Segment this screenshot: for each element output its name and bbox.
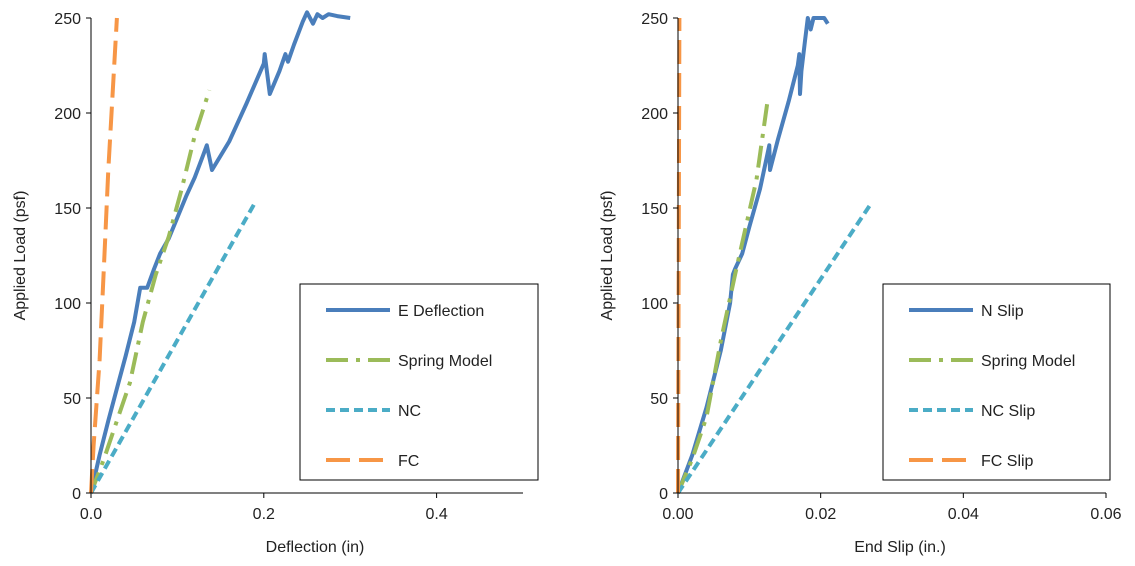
end-slip-chart: 0 50 100 150 200 250 0.00 0.02 0.04 0.06 Applied… xyxy=(599,11,1122,556)
x-tick-label: 0.02 xyxy=(805,506,836,523)
y-tick-label: 0 xyxy=(72,486,81,503)
series-line-spring-model xyxy=(676,103,770,494)
legend-label-nc-slip: NC Slip xyxy=(981,403,1035,420)
series-line-spring-model xyxy=(89,89,212,494)
legend-box xyxy=(299,283,539,481)
y-tick-label: 250 xyxy=(641,11,668,28)
series-line-fc xyxy=(89,17,119,494)
x-tick-label: 0.2 xyxy=(253,506,275,523)
y-tick-label: 50 xyxy=(63,391,81,408)
x-tick-label: 0.0 xyxy=(80,506,102,523)
series-layer xyxy=(676,16,873,495)
legend: E Deflection Spring Model NC FC xyxy=(299,283,539,481)
legend-label-nc: NC xyxy=(398,403,421,420)
y-tick-label: 150 xyxy=(641,201,668,218)
legend-label-spring-model: Spring Model xyxy=(398,353,492,370)
y-tick-label: 150 xyxy=(54,201,81,218)
series-line-n-slip xyxy=(676,16,830,494)
series-line-nc xyxy=(89,201,257,494)
y-axis-label: Applied Load (psf) xyxy=(12,191,29,321)
x-axis-label: Deflection (in) xyxy=(266,539,365,556)
legend-label-fc-slip: FC Slip xyxy=(981,453,1034,470)
deflection-chart: 0 50 100 150 200 250 0.0 0.2 0.4 Applied Load (… xyxy=(12,10,539,556)
legend-box xyxy=(882,283,1111,481)
series-layer xyxy=(89,10,351,494)
series-line-e-deflection xyxy=(89,10,351,494)
x-tick-label: 0.00 xyxy=(662,506,693,523)
x-tick-label: 0.04 xyxy=(948,506,979,523)
legend: N Slip Spring Model NC Slip FC Slip xyxy=(882,283,1111,481)
x-tick-group: 0.0 0.2 0.4 xyxy=(80,493,448,523)
y-axis-label: Applied Load (psf) xyxy=(599,191,616,321)
x-tick-group: 0.00 0.02 0.04 0.06 xyxy=(662,493,1122,523)
x-tick-label: 0.4 xyxy=(425,506,447,523)
y-tick-label: 200 xyxy=(54,106,81,123)
legend-label-fc: FC xyxy=(398,453,419,470)
legend-label-e-deflection: E Deflection xyxy=(398,303,484,320)
y-tick-group: 0 50 100 150 200 250 xyxy=(54,11,91,503)
y-tick-label: 250 xyxy=(54,11,81,28)
y-tick-group: 0 50 100 150 200 250 xyxy=(641,11,678,503)
y-tick-label: 0 xyxy=(659,486,668,503)
y-tick-label: 50 xyxy=(650,391,668,408)
x-tick-label: 0.06 xyxy=(1090,506,1121,523)
legend-label-spring-model: Spring Model xyxy=(981,353,1075,370)
y-tick-label: 100 xyxy=(54,296,81,313)
series-line-nc-slip xyxy=(676,203,873,495)
x-axis-label: End Slip (in.) xyxy=(854,539,946,556)
y-tick-label: 200 xyxy=(641,106,668,123)
y-tick-label: 100 xyxy=(641,296,668,313)
legend-label-n-slip: N Slip xyxy=(981,303,1024,320)
